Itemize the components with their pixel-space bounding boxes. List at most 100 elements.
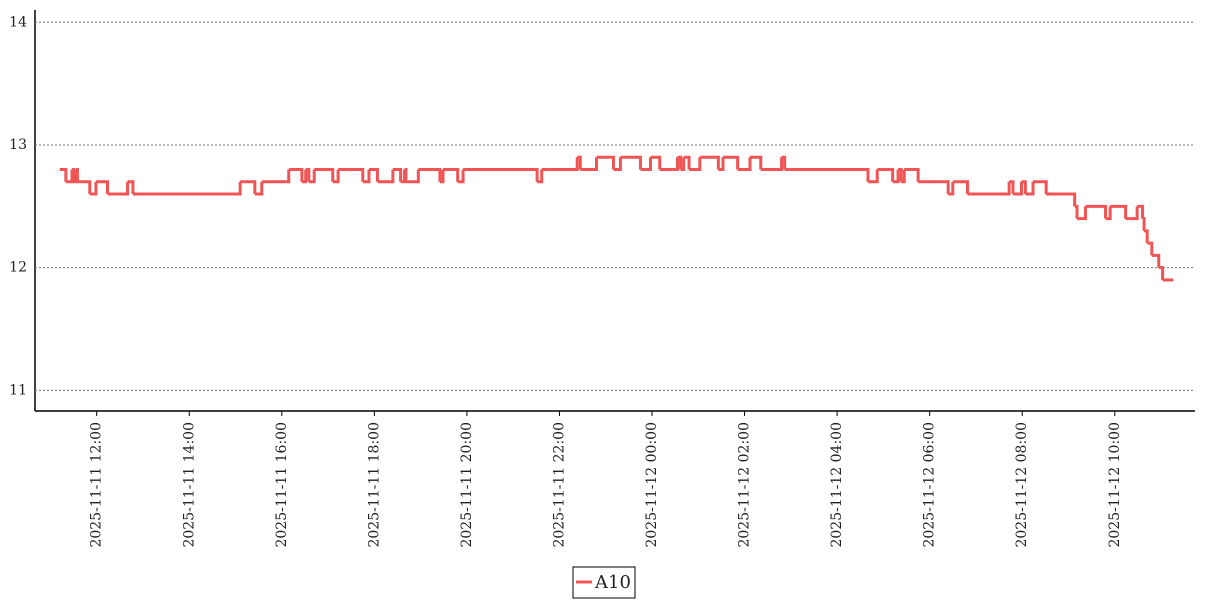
- x-tick-label: 2025-11-12 06:00: [922, 422, 938, 548]
- line-step: [577, 155, 582, 170]
- line-step: [240, 180, 257, 195]
- line-step: [1046, 192, 1077, 207]
- legend-label: A10: [594, 572, 631, 593]
- line-step: [760, 157, 784, 172]
- line-step: [1076, 206, 1087, 221]
- line-step: [620, 155, 642, 170]
- line-step: [65, 169, 74, 184]
- line-step: [952, 180, 969, 195]
- line-step: [1142, 217, 1146, 231]
- line-step: [650, 155, 662, 170]
- line-step: [1105, 206, 1112, 221]
- line-step: [677, 155, 683, 170]
- line-step: [1144, 229, 1149, 244]
- line-step: [1158, 266, 1165, 280]
- line-step: [596, 155, 615, 170]
- line-step: [1012, 181, 1023, 196]
- line-step: [443, 168, 460, 182]
- line-step: [72, 168, 76, 182]
- line-step: [948, 181, 955, 196]
- line-step: [457, 169, 465, 184]
- line-step: [418, 168, 442, 182]
- x-tick-label: 2025-11-11 14:00: [181, 422, 197, 548]
- line-step: [1147, 241, 1154, 256]
- line-step: [77, 180, 92, 195]
- line-step: [404, 168, 408, 182]
- line-step: [107, 181, 130, 196]
- line-step: [314, 168, 335, 182]
- line-step: [392, 168, 403, 182]
- x-tick-label: 2025-11-12 00:00: [644, 422, 660, 548]
- line-step: [377, 169, 395, 184]
- line-step: [1085, 204, 1108, 219]
- line-step: [749, 155, 763, 170]
- y-tick-label: 11: [9, 382, 27, 398]
- line-step: [305, 168, 311, 182]
- line-step: [918, 180, 950, 195]
- line-step: [75, 168, 79, 182]
- line-step: [722, 155, 740, 170]
- line-step: [781, 155, 787, 170]
- line-step: [127, 180, 135, 195]
- line-step: [892, 169, 900, 184]
- line-step: [463, 168, 539, 182]
- x-tick-label: 2025-11-11 22:00: [551, 422, 567, 548]
- x-tick-label: 2025-11-12 02:00: [737, 422, 753, 548]
- line-step: [683, 155, 691, 170]
- legend: A10: [572, 566, 636, 599]
- line-step: [362, 169, 371, 184]
- line-step: [1033, 180, 1048, 195]
- line-step: [1137, 204, 1145, 219]
- line-step: [898, 168, 903, 182]
- line-step: [867, 169, 879, 184]
- x-tick-label: 2025-11-12 08:00: [1014, 422, 1030, 548]
- line-step: [1009, 180, 1015, 195]
- line-step: [332, 169, 340, 184]
- line-step: [73, 169, 78, 184]
- line-step: [680, 157, 686, 172]
- line-step: [689, 157, 702, 172]
- line-step: [541, 157, 579, 172]
- x-tick-label: 2025-11-11 12:00: [89, 422, 105, 548]
- line-step: [613, 157, 622, 172]
- y-tick-label: 14: [9, 14, 27, 30]
- line-step: [737, 157, 752, 172]
- line-step: [254, 181, 264, 196]
- line-step: [261, 169, 291, 184]
- line-step: [301, 169, 308, 184]
- line-step: [659, 157, 679, 172]
- line-step: [1021, 180, 1027, 195]
- line-step: [580, 157, 598, 172]
- y-tick-label: 12: [9, 260, 27, 276]
- line-step: [59, 168, 68, 182]
- line-step: [699, 155, 720, 170]
- line-step: [95, 180, 109, 195]
- line-step: [405, 169, 420, 184]
- line-step: [132, 181, 242, 196]
- x-tick-label: 2025-11-12 10:00: [1107, 422, 1123, 548]
- line-step: [1125, 206, 1139, 221]
- line-step: [439, 169, 445, 184]
- line-step: [877, 168, 895, 182]
- line-step: [901, 169, 906, 184]
- line-step: [288, 168, 304, 182]
- line-step: [1151, 253, 1161, 268]
- line-step: [784, 168, 870, 182]
- line-step: [89, 181, 98, 196]
- line-step: [904, 168, 920, 182]
- y-tick-label: 13: [9, 137, 27, 153]
- x-tick-label: 2025-11-11 16:00: [274, 422, 290, 548]
- x-tick-label: 2025-11-12 04:00: [829, 422, 845, 548]
- line-step: [537, 169, 544, 184]
- line-step: [338, 168, 365, 182]
- line-step: [1074, 204, 1079, 219]
- line-step: [308, 169, 316, 184]
- x-tick-label: 2025-11-11 18:00: [366, 422, 382, 548]
- line-step: [368, 168, 379, 182]
- line-step: [1110, 204, 1128, 219]
- x-tick-label: 2025-11-11 20:00: [459, 422, 475, 548]
- line-step: [400, 169, 406, 184]
- line-step: [1025, 181, 1035, 196]
- line-step: [640, 157, 652, 172]
